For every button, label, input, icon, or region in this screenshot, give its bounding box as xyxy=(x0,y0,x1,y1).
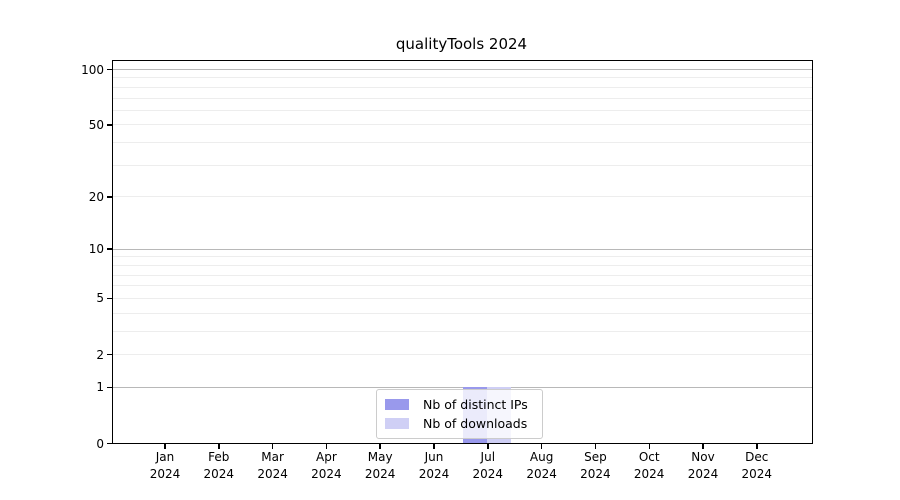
gridline-minor xyxy=(113,77,812,79)
y-tick-label: 10 xyxy=(88,242,104,257)
x-tick-label: Feb 2024 xyxy=(179,449,259,483)
x-tick-label: Mar 2024 xyxy=(233,449,313,483)
x-tick-label: Nov 2024 xyxy=(663,449,743,483)
gridline-minor xyxy=(113,256,812,258)
legend-label-downloads: Nb of downloads xyxy=(423,416,528,431)
x-tick-label: Jan 2024 xyxy=(125,449,205,483)
x-tick xyxy=(648,443,650,449)
gridline-minor xyxy=(113,285,812,287)
gridline-minor xyxy=(113,97,812,99)
x-tick xyxy=(433,443,435,449)
x-tick xyxy=(540,443,543,449)
y-tick-label: 1 xyxy=(96,380,104,395)
x-tick-year: 2024 xyxy=(149,467,181,481)
y-tick xyxy=(107,386,113,389)
y-tick-label: 50 xyxy=(88,117,104,132)
y-tick xyxy=(107,196,113,198)
gridline-major xyxy=(113,386,812,388)
y-tick xyxy=(107,442,113,445)
gridline-minor xyxy=(113,124,812,126)
y-tick-label: 5 xyxy=(96,291,104,306)
y-tick xyxy=(107,297,113,299)
gridline-minor xyxy=(113,264,812,266)
x-tick-label: Jun 2024 xyxy=(394,449,474,483)
legend-row-distinct-ips: Nb of distinct IPs xyxy=(385,395,534,414)
gridline-minor xyxy=(113,164,812,166)
y-tick xyxy=(107,68,113,71)
x-tick-year: 2024 xyxy=(418,467,450,481)
gridline-major xyxy=(113,69,812,70)
x-tick-label: May 2024 xyxy=(340,449,420,483)
x-tick-month: Sep xyxy=(584,450,607,464)
x-tick-month: Jan xyxy=(155,450,175,464)
plot-area xyxy=(112,60,813,444)
x-tick xyxy=(325,443,328,449)
x-tick-year: 2024 xyxy=(472,467,504,481)
gridline-minor xyxy=(113,297,812,299)
x-tick xyxy=(218,443,220,449)
x-tick-year: 2024 xyxy=(364,467,396,481)
x-tick-month: Oct xyxy=(638,450,660,464)
x-tick-month: Jun xyxy=(424,450,444,464)
x-tick-month: Nov xyxy=(691,450,715,464)
gridline-major xyxy=(113,248,812,250)
x-tick-month: Jul xyxy=(480,450,496,464)
legend-row-downloads: Nb of downloads xyxy=(385,414,534,433)
gridline-minor xyxy=(113,312,812,314)
y-tick xyxy=(107,248,113,250)
x-tick-label: Dec 2024 xyxy=(717,449,797,483)
legend: Nb of distinct IPs Nb of downloads xyxy=(376,389,543,439)
legend-swatch-distinct-ips xyxy=(385,399,409,410)
x-tick-month: Mar xyxy=(261,450,284,464)
x-tick-month: Feb xyxy=(208,450,230,464)
x-tick-label: Sep 2024 xyxy=(555,449,635,483)
gridline-minor xyxy=(113,354,812,355)
y-tick-label: 0 xyxy=(96,436,104,451)
x-tick-month: Aug xyxy=(529,450,554,464)
y-tick xyxy=(107,353,113,356)
x-tick-label: Aug 2024 xyxy=(502,449,582,483)
x-tick xyxy=(756,443,758,449)
x-tick-label: Oct 2024 xyxy=(609,449,689,483)
x-tick-label: Jul 2024 xyxy=(448,449,528,483)
legend-swatch-downloads xyxy=(385,418,409,429)
gridline-minor xyxy=(113,330,812,332)
y-tick-label: 20 xyxy=(88,189,104,204)
x-tick-year: 2024 xyxy=(741,467,773,481)
gridline-minor xyxy=(113,196,812,198)
x-tick xyxy=(487,443,489,449)
gridline-minor xyxy=(113,86,812,88)
y-tick xyxy=(107,124,113,126)
x-tick xyxy=(379,443,381,449)
x-tick-year: 2024 xyxy=(580,467,611,481)
gridline-minor xyxy=(113,109,812,111)
x-tick-month: Dec xyxy=(745,450,769,464)
gridline-minor xyxy=(113,274,812,276)
y-tick-label: 2 xyxy=(96,347,104,362)
x-tick xyxy=(271,443,274,449)
gridline-minor xyxy=(113,142,812,144)
x-tick-month: Apr xyxy=(316,450,337,464)
x-tick xyxy=(164,443,166,449)
x-tick-label: Apr 2024 xyxy=(286,449,366,483)
x-tick-month: May xyxy=(367,450,393,464)
x-tick-year: 2024 xyxy=(203,467,235,481)
legend-label-distinct-ips: Nb of distinct IPs xyxy=(423,397,528,412)
x-tick-year: 2024 xyxy=(526,467,557,481)
x-tick-year: 2024 xyxy=(687,467,719,481)
y-tick-label: 100 xyxy=(81,62,104,77)
x-tick xyxy=(594,443,597,449)
x-tick-year: 2024 xyxy=(311,467,342,481)
x-tick-year: 2024 xyxy=(257,467,288,481)
x-tick-year: 2024 xyxy=(633,467,665,481)
chart-title: qualityTools 2024 xyxy=(395,35,528,53)
x-tick xyxy=(702,443,704,449)
